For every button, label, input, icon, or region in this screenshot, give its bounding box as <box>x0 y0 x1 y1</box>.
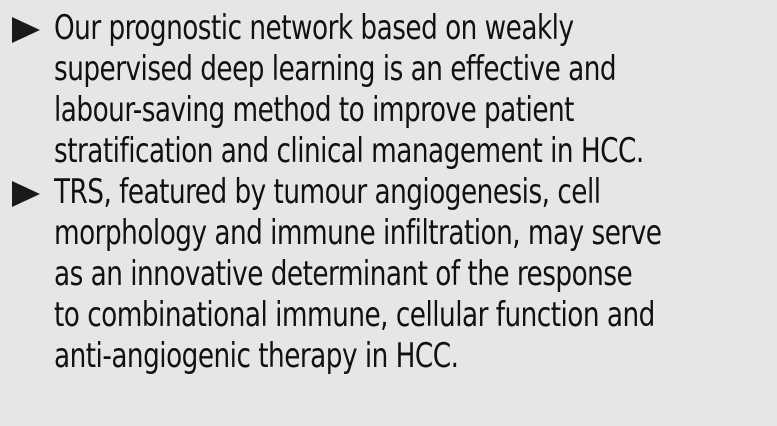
bullet-text: Our prognostic network based on weakly s… <box>54 8 667 172</box>
right-triangle-icon <box>12 8 54 43</box>
bullet-line: as an innovative determinant of the resp… <box>54 254 633 294</box>
bullet-line: to combinational immune, cellular functi… <box>54 295 655 335</box>
bullet-line: stratification and clinical management i… <box>54 131 644 171</box>
bullet-line: Our prognostic network based on weakly <box>54 8 574 48</box>
bullet-line: TRS, featured by tumour angiogenesis, ce… <box>54 172 601 212</box>
bullet-line: labour-saving method to improve patient <box>54 90 574 130</box>
right-triangle-icon <box>12 172 54 207</box>
bullet-text: TRS, featured by tumour angiogenesis, ce… <box>54 172 667 377</box>
bullet-item: TRS, featured by tumour angiogenesis, ce… <box>12 172 767 377</box>
bullet-item: Our prognostic network based on weakly s… <box>12 8 767 172</box>
bullet-list: Our prognostic network based on weakly s… <box>12 8 767 377</box>
bullet-line: morphology and immune infiltration, may … <box>54 213 662 253</box>
bullet-line: anti-angiogenic therapy in HCC. <box>54 336 459 376</box>
bullet-line: supervised deep learning is an effective… <box>54 49 617 89</box>
